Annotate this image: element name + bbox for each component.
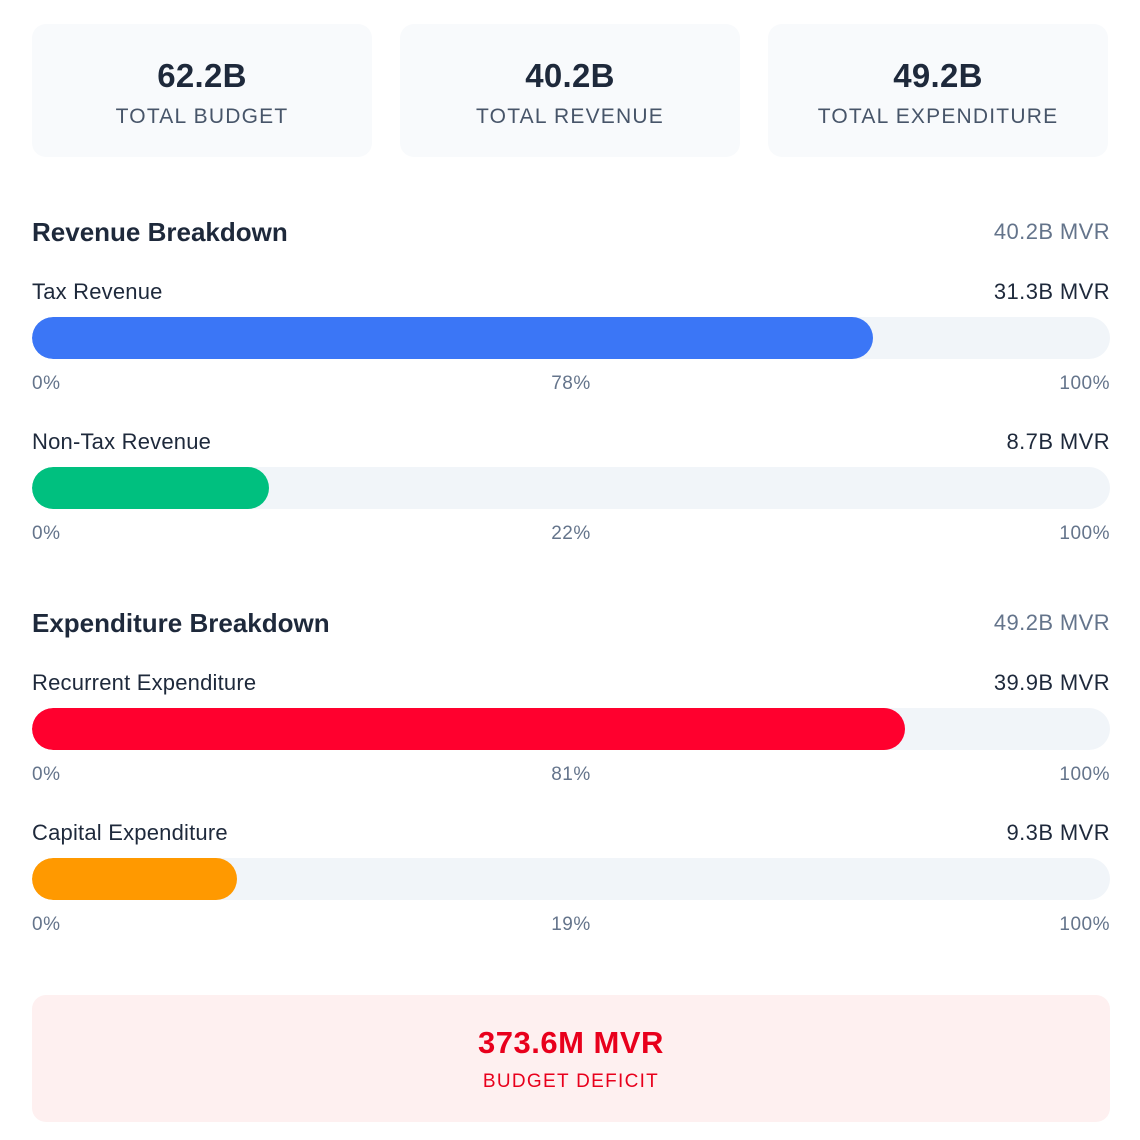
non-tax-revenue-value: 8.7B MVR: [1006, 429, 1110, 454]
capital-expenditure-header: Capital Expenditure 9.3B MVR: [32, 820, 1110, 846]
recurrent-expenditure-progress-fill: [32, 708, 906, 750]
scale-min-label: 0%: [32, 373, 61, 394]
non-tax-revenue-header: Non-Tax Revenue 8.7B MVR: [32, 429, 1110, 455]
capital-expenditure-percent-label: 19%: [551, 914, 591, 935]
capital-expenditure-progress-track: [32, 858, 1110, 900]
non-tax-revenue-progress-track: [32, 467, 1110, 509]
capital-expenditure-value: 9.3B MVR: [1006, 820, 1110, 845]
tax-revenue-label: Tax Revenue: [32, 279, 163, 304]
total-budget-label: TOTAL BUDGET: [115, 104, 289, 128]
recurrent-expenditure-scale: 0% 81% 100%: [32, 764, 1110, 788]
budget-deficit-value: 373.6M MVR: [478, 1024, 664, 1060]
recurrent-expenditure-progress-track: [32, 708, 1110, 750]
capital-expenditure-progress-fill: [32, 858, 237, 900]
tax-revenue-item: Tax Revenue 31.3B MVR 0% 78% 100%: [32, 279, 1110, 399]
non-tax-revenue-label: Non-Tax Revenue: [32, 429, 212, 454]
total-budget-card: 62.2B TOTAL BUDGET: [32, 24, 372, 157]
budget-deficit-label: BUDGET DEFICIT: [482, 1070, 660, 1092]
tax-revenue-value: 31.3B MVR: [993, 279, 1110, 304]
scale-max-label: 100%: [1059, 523, 1110, 544]
scale-max-label: 100%: [1059, 764, 1110, 785]
capital-expenditure-item: Capital Expenditure 9.3B MVR 0% 19% 100%: [32, 820, 1110, 940]
summary-cards: 62.2B TOTAL BUDGET 40.2B TOTAL REVENUE 4…: [32, 24, 1108, 157]
total-revenue-value: 40.2B: [525, 56, 615, 94]
scale-min-label: 0%: [32, 523, 61, 544]
total-revenue-label: TOTAL REVENUE: [476, 104, 664, 128]
tax-revenue-header: Tax Revenue 31.3B MVR: [32, 279, 1110, 305]
tax-revenue-scale: 0% 78% 100%: [32, 373, 1110, 397]
expenditure-breakdown-title: Expenditure Breakdown: [32, 607, 330, 638]
capital-expenditure-label: Capital Expenditure: [32, 820, 228, 845]
tax-revenue-progress-fill: [32, 317, 873, 359]
total-expenditure-card: 49.2B TOTAL EXPENDITURE: [768, 24, 1108, 157]
non-tax-revenue-percent-label: 22%: [551, 523, 591, 544]
scale-max-label: 100%: [1059, 914, 1110, 935]
revenue-breakdown-header: Revenue Breakdown 40.2B MVR: [32, 217, 1110, 247]
expenditure-breakdown-header: Expenditure Breakdown 49.2B MVR: [32, 608, 1110, 638]
total-expenditure-label: TOTAL EXPENDITURE: [817, 104, 1059, 128]
recurrent-expenditure-label: Recurrent Expenditure: [32, 670, 257, 695]
non-tax-revenue-progress-fill: [32, 467, 270, 509]
non-tax-revenue-scale: 0% 22% 100%: [32, 523, 1110, 547]
revenue-breakdown-total: 40.2B MVR: [993, 219, 1110, 244]
non-tax-revenue-item: Non-Tax Revenue 8.7B MVR 0% 22% 100%: [32, 429, 1110, 549]
scale-max-label: 100%: [1059, 373, 1110, 394]
total-revenue-card: 40.2B TOTAL REVENUE: [400, 24, 740, 157]
recurrent-expenditure-item: Recurrent Expenditure 39.9B MVR 0% 81% 1…: [32, 670, 1110, 790]
total-expenditure-value: 49.2B: [893, 56, 983, 94]
expenditure-breakdown-section: Expenditure Breakdown 49.2B MVR Recurren…: [32, 608, 1110, 935]
total-budget-value: 62.2B: [157, 56, 247, 94]
scale-min-label: 0%: [32, 914, 61, 935]
budget-deficit-card: 373.6M MVR BUDGET DEFICIT: [32, 995, 1110, 1122]
capital-expenditure-scale: 0% 19% 100%: [32, 914, 1110, 938]
tax-revenue-percent-label: 78%: [551, 373, 591, 394]
revenue-breakdown-section: Revenue Breakdown 40.2B MVR Tax Revenue …: [32, 217, 1110, 544]
tax-revenue-progress-track: [32, 317, 1110, 359]
revenue-breakdown-title: Revenue Breakdown: [32, 216, 288, 247]
expenditure-breakdown-total: 49.2B MVR: [993, 610, 1110, 635]
scale-min-label: 0%: [32, 764, 61, 785]
recurrent-expenditure-percent-label: 81%: [551, 764, 591, 785]
recurrent-expenditure-header: Recurrent Expenditure 39.9B MVR: [32, 670, 1110, 696]
recurrent-expenditure-value: 39.9B MVR: [993, 670, 1110, 695]
